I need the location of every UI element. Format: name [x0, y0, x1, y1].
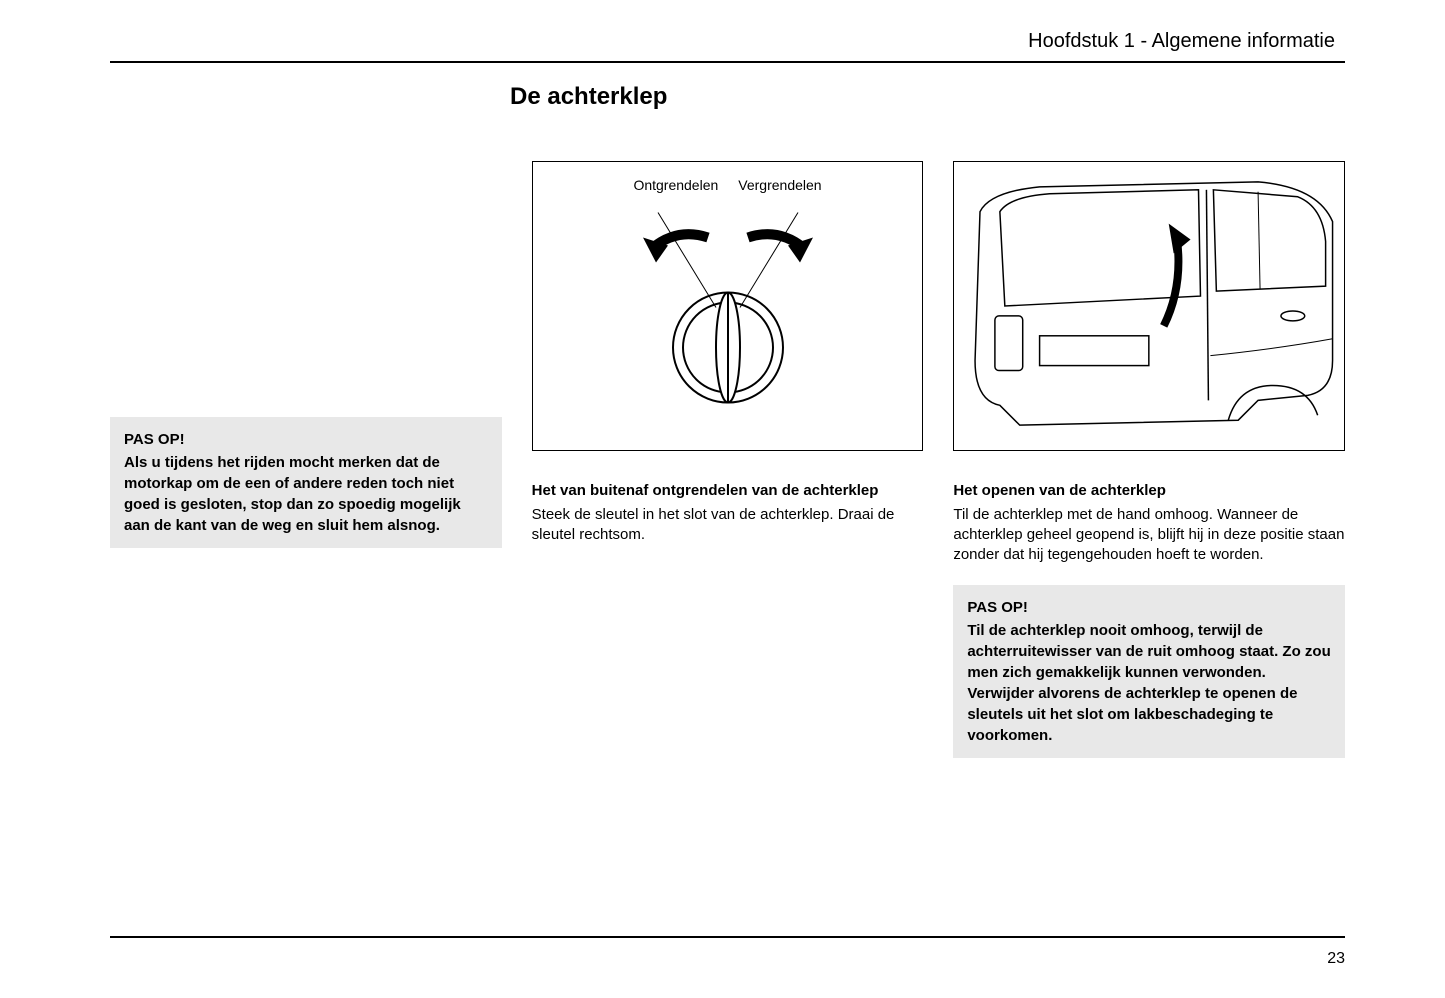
figure-car-diagram [953, 161, 1345, 451]
col3-heading: Het openen van de achterklep [953, 481, 1345, 501]
warning-text-1: Als u tijdens het rijden mocht merken da… [124, 452, 488, 536]
car-rear-icon [954, 162, 1344, 450]
warning-text-2a: Til de achterklep nooit omhoog, terwijl … [967, 620, 1331, 683]
page-number: 23 [1327, 950, 1345, 968]
warning-title-2: PAS OP! [967, 597, 1331, 618]
page-title: De achterklep [510, 83, 1345, 111]
chapter-label: Hoofdstuk 1 - Algemene informatie [110, 30, 1345, 61]
footer-divider [110, 936, 1345, 938]
col2-text: Steek de sleutel in het slot van de acht… [532, 505, 924, 546]
warning-box-1: PAS OP! Als u tijdens het rijden mocht m… [110, 417, 502, 548]
column-3: Het openen van de achterklep Til de acht… [953, 161, 1345, 758]
content-columns: PAS OP! Als u tijdens het rijden mocht m… [110, 161, 1345, 758]
lock-label: Vergrendelen [738, 177, 821, 193]
lock-icon [598, 208, 858, 433]
header-divider: Hoofdstuk 1 - Algemene informatie [110, 30, 1345, 63]
warning-title-1: PAS OP! [124, 429, 488, 450]
column-1: PAS OP! Als u tijdens het rijden mocht m… [110, 161, 502, 758]
col2-heading: Het van buitenaf ontgrendelen van de ach… [532, 481, 924, 501]
warning-text-2b: Verwijder alvorens de achterklep te open… [967, 683, 1331, 746]
column-2: Ontgrendelen Vergrendelen [532, 161, 924, 758]
figure-lock-diagram: Ontgrendelen Vergrendelen [532, 161, 924, 451]
unlock-label: Ontgrendelen [633, 177, 718, 193]
col3-text: Til de achterklep met de hand omhoog. Wa… [953, 505, 1345, 566]
warning-box-2: PAS OP! Til de achterklep nooit omhoog, … [953, 585, 1345, 758]
figure-labels: Ontgrendelen Vergrendelen [533, 162, 923, 193]
